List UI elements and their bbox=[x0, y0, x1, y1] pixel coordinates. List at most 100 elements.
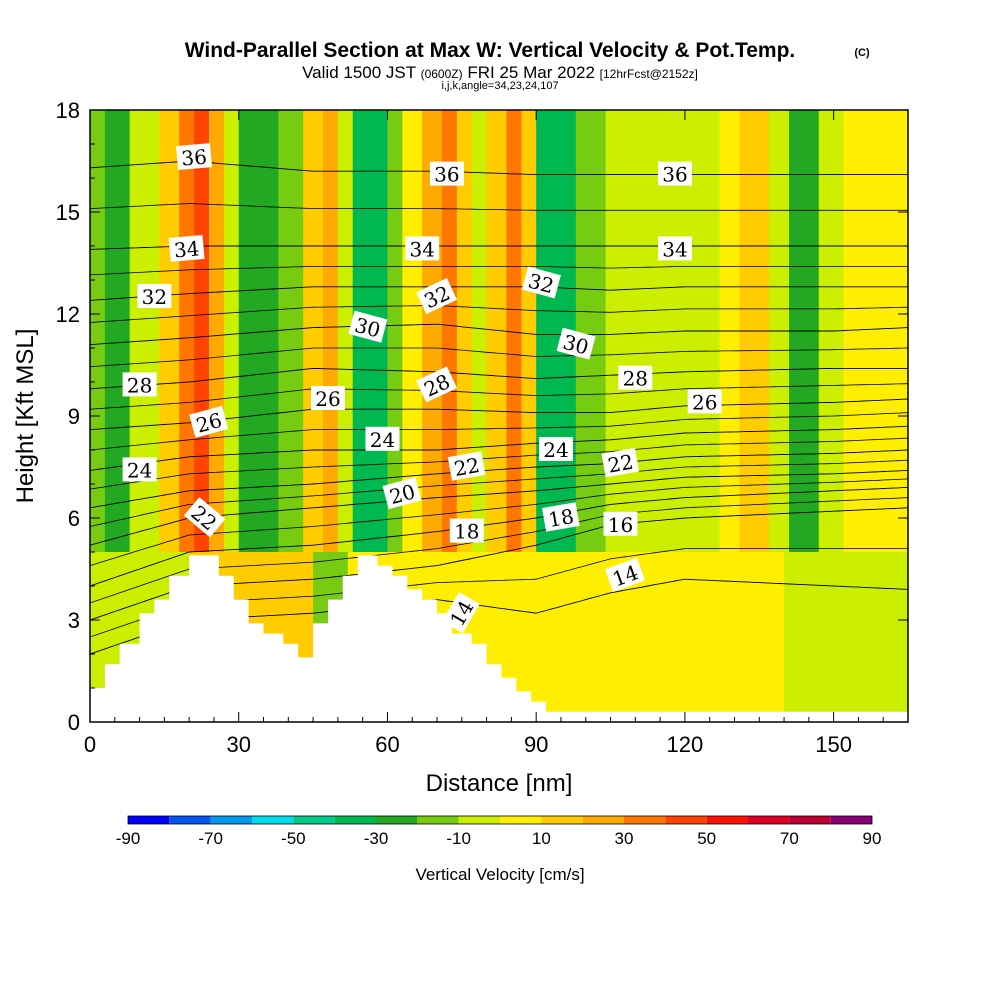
colorbar-tick-label: -10 bbox=[446, 829, 471, 848]
colorbar-frame bbox=[127, 815, 873, 825]
contour-label-text: 22 bbox=[452, 453, 481, 481]
colorbar-tick-label: 30 bbox=[615, 829, 634, 848]
theta-contour bbox=[90, 323, 908, 346]
colorbar-swatch bbox=[293, 816, 335, 824]
contour-label-text: 18 bbox=[546, 504, 575, 532]
contour-label-text: 36 bbox=[662, 163, 687, 187]
contour-label-bg bbox=[168, 234, 205, 262]
contour-label-bg bbox=[618, 365, 653, 390]
y-tick-label: 18 bbox=[56, 98, 80, 123]
contour-label-bg bbox=[416, 278, 458, 315]
theta-contour bbox=[90, 160, 908, 176]
velocity-band bbox=[179, 110, 195, 552]
colorbar-tick-label: 70 bbox=[780, 829, 799, 848]
contour-label: 28 bbox=[122, 372, 157, 397]
velocity-band bbox=[337, 110, 354, 552]
contour-label: 22 bbox=[183, 497, 226, 538]
contour-label-bg bbox=[601, 447, 640, 478]
contour-label-bg bbox=[137, 284, 172, 308]
y-tick-label: 9 bbox=[68, 404, 80, 429]
theta-contour-minor bbox=[90, 497, 908, 604]
theta-contour-minor bbox=[90, 412, 908, 451]
colorbar-swatch bbox=[748, 816, 790, 824]
theta-contour-minor bbox=[90, 347, 908, 368]
x-tick-label: 150 bbox=[815, 732, 852, 757]
velocity-band-lower bbox=[674, 552, 785, 722]
contour-label-text: 26 bbox=[315, 387, 340, 411]
subtitle-indices: i,j,k,angle=34,23,24,107 bbox=[441, 80, 558, 92]
contour-label-bg bbox=[416, 366, 458, 403]
contour-label-bg bbox=[521, 266, 561, 299]
y-tick-label: 3 bbox=[68, 608, 80, 633]
velocity-band bbox=[129, 110, 160, 552]
x-tick-label: 120 bbox=[667, 732, 704, 757]
theta-contour-minor bbox=[90, 437, 908, 490]
subtitle-date: FRI 25 Mar 2022 bbox=[467, 63, 595, 82]
colorbar: -90 -70 -50 -30 -10 10 30 50 70 90 bbox=[116, 815, 882, 848]
colorbar-swatch bbox=[500, 816, 542, 824]
subtitle-valid: Valid 1500 JST bbox=[302, 63, 416, 82]
velocity-band bbox=[471, 110, 488, 552]
contour-label: 36 bbox=[429, 161, 464, 187]
contour-label-text: 16 bbox=[608, 513, 633, 537]
contour-label-bg bbox=[122, 457, 157, 482]
velocity-band bbox=[194, 110, 210, 552]
chart-title: Wind-Parallel Section at Max W: Vertical… bbox=[185, 39, 796, 62]
colorbar-tick-label: -70 bbox=[198, 829, 223, 848]
copyright-mark: (C) bbox=[854, 47, 870, 59]
velocity-band bbox=[90, 110, 106, 552]
theta-contour-minor bbox=[90, 383, 908, 410]
colorbar-tick-label: -30 bbox=[364, 829, 389, 848]
colorbar-swatch bbox=[252, 816, 294, 824]
contour-label-text: 24 bbox=[370, 428, 395, 452]
velocity-band bbox=[486, 110, 507, 552]
contour-label-bg bbox=[603, 511, 638, 536]
velocity-band bbox=[303, 110, 324, 552]
contour-label-bg bbox=[542, 502, 580, 532]
x-tick-label: 90 bbox=[524, 732, 548, 757]
contour-label-bg bbox=[447, 451, 486, 481]
contour-label-text: 34 bbox=[173, 236, 200, 262]
colorbar-tick-label: -90 bbox=[116, 829, 141, 848]
velocity-band bbox=[605, 110, 636, 552]
contour-label-bg bbox=[122, 372, 157, 397]
contour-label-bg bbox=[429, 161, 464, 186]
x-tick-label: 30 bbox=[226, 732, 250, 757]
colorbar-tick-label: -50 bbox=[281, 829, 306, 848]
colorbar-swatch bbox=[624, 816, 666, 824]
theta-contour bbox=[90, 486, 908, 587]
colorbar-tick-label: 90 bbox=[863, 829, 882, 848]
theta-contour-minor bbox=[90, 305, 908, 323]
contour-label: 34 bbox=[658, 236, 692, 261]
theta-contour bbox=[90, 245, 908, 250]
terrain-layer bbox=[90, 555, 908, 722]
contour-label-bg bbox=[658, 236, 692, 261]
colorbar-swatch bbox=[541, 816, 583, 824]
velocity-band bbox=[208, 110, 225, 552]
contour-label: 24 bbox=[365, 426, 400, 452]
theta-contour bbox=[90, 425, 908, 471]
contour-label-bg bbox=[405, 236, 440, 261]
theta-contour bbox=[90, 449, 908, 509]
contour-label-bg bbox=[449, 518, 484, 543]
contour-label: 18 bbox=[542, 502, 580, 532]
theta-contour bbox=[90, 286, 908, 301]
velocity-band bbox=[159, 110, 180, 552]
colorbar-swatch bbox=[334, 816, 376, 824]
contour-label-bg bbox=[539, 437, 573, 461]
contour-label: 26 bbox=[687, 389, 722, 414]
y-tick-label: 15 bbox=[56, 200, 80, 225]
y-tick-label: 0 bbox=[68, 710, 80, 735]
colorbar-swatch bbox=[417, 816, 459, 824]
contour-label: 22 bbox=[447, 451, 486, 481]
colorbar-swatch bbox=[789, 816, 831, 824]
velocity-band bbox=[323, 110, 339, 552]
theta-contour-minor bbox=[90, 203, 908, 211]
velocity-band bbox=[456, 110, 473, 552]
contour-label-bg bbox=[365, 426, 400, 451]
velocity-band bbox=[223, 110, 240, 552]
colorbar-swatch bbox=[169, 816, 211, 824]
contour-label-bg bbox=[382, 477, 422, 510]
